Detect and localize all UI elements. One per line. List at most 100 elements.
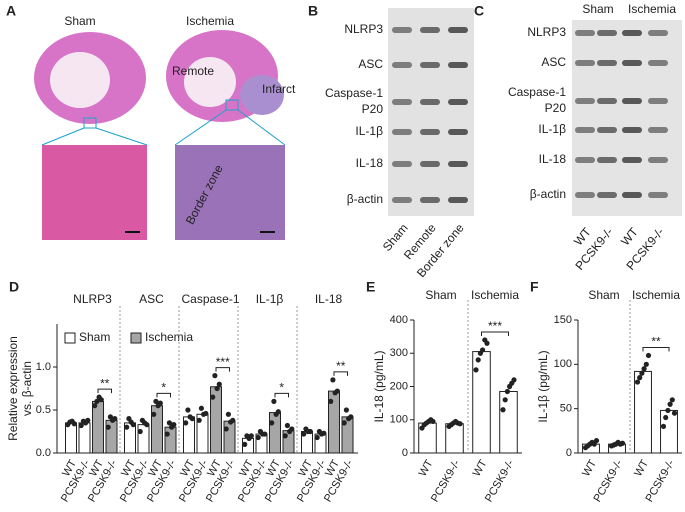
data-point [639, 370, 645, 376]
legend-swatch [130, 332, 142, 344]
data-point [473, 367, 479, 373]
y-axis-title: IL-1β (pg/mL) [536, 350, 550, 422]
blot-band [648, 60, 668, 66]
legend-label: Sham [79, 330, 110, 344]
blot-band [597, 157, 617, 163]
blot-band [648, 30, 668, 36]
blot-band [575, 127, 595, 133]
sig-bracket [481, 331, 509, 336]
data-point [85, 417, 91, 423]
data-point [242, 441, 248, 447]
data-point [430, 418, 436, 425]
data-point [660, 423, 667, 429]
bar [137, 424, 150, 454]
data-point [151, 411, 157, 417]
y-tick-label: 0.5 [36, 404, 51, 416]
data-point [92, 403, 98, 409]
row-label: IL-18 [356, 156, 384, 170]
x-tick-label: WT [471, 458, 490, 479]
row-label: P20 [362, 102, 384, 116]
data-point [341, 420, 347, 426]
zoom-line [237, 109, 286, 146]
data-point [307, 428, 313, 435]
data-point [504, 388, 510, 395]
sig-bracket [274, 392, 289, 398]
row-label: ASC [541, 55, 566, 69]
data-point [94, 398, 100, 404]
blot-band [420, 62, 440, 68]
data-point [671, 410, 678, 416]
x-tick-label: WT [580, 458, 599, 479]
region-label: Infarct [262, 82, 296, 96]
sig-label: * [279, 381, 284, 395]
row-label: Caspase-1 [508, 85, 566, 99]
blot-band [622, 98, 642, 104]
data-point [275, 409, 281, 415]
data-point [457, 421, 463, 427]
blot-band [597, 30, 617, 36]
data-point [78, 422, 84, 429]
blot-band [622, 60, 642, 66]
data-point [71, 421, 77, 427]
sig-label: ** [100, 376, 110, 390]
x-tick-label: WT [417, 458, 436, 479]
data-point [185, 407, 191, 413]
data-point [157, 400, 163, 406]
data-point [593, 437, 600, 444]
data-point [314, 434, 320, 441]
blot-band [597, 127, 617, 133]
y-tick-label: 50 [560, 403, 572, 415]
panel-label: F [530, 279, 539, 295]
data-point [183, 420, 189, 426]
group-label: Sham [588, 288, 619, 302]
data-point [511, 377, 517, 383]
y-axis-title: Relative expression [6, 336, 20, 441]
sig-label: * [161, 381, 166, 395]
data-point [301, 431, 307, 437]
y-tick-label: 150 [554, 314, 572, 326]
region-label: Remote [172, 64, 214, 78]
data-point [269, 420, 275, 426]
panel-label: C [474, 3, 484, 19]
zoom-box [225, 99, 239, 111]
blot-band [392, 27, 412, 33]
sig-bracket [215, 367, 230, 372]
panel-title: Ischemia [186, 14, 234, 28]
data-point [198, 405, 204, 411]
x-tick-label: WT [632, 458, 651, 479]
zoom-box [83, 117, 97, 129]
micrograph [175, 145, 285, 240]
bar [660, 409, 678, 454]
data-point [216, 381, 222, 387]
y-tick-label: 400 [390, 314, 408, 326]
legend-swatch [64, 332, 76, 344]
data-point [343, 407, 349, 413]
blot-band [648, 98, 668, 104]
legend-label: Ischemia [145, 330, 193, 344]
blot-band [575, 30, 595, 36]
row-label: β-actin [530, 187, 566, 201]
data-point [282, 433, 288, 439]
blot-band [648, 127, 668, 133]
blot-band [392, 161, 412, 167]
group-label: Ischemia [632, 288, 680, 302]
row-label: IL-1β [538, 122, 566, 136]
y-tick-label: 100 [554, 358, 572, 370]
data-point [196, 417, 202, 423]
data-point [645, 352, 652, 359]
data-point [262, 431, 268, 437]
blot-band [575, 98, 595, 104]
panel-label: D [9, 279, 19, 295]
data-point [641, 366, 647, 372]
data-point [210, 394, 216, 400]
data-point [667, 401, 673, 407]
data-point [166, 420, 172, 426]
blot-band [420, 197, 440, 203]
row-label: NLRP3 [527, 25, 566, 39]
blot-band [420, 27, 440, 33]
y-tick-label: 200 [390, 380, 408, 392]
data-point [334, 388, 340, 394]
data-point [130, 422, 136, 428]
group-label: Ischemia [471, 288, 519, 302]
